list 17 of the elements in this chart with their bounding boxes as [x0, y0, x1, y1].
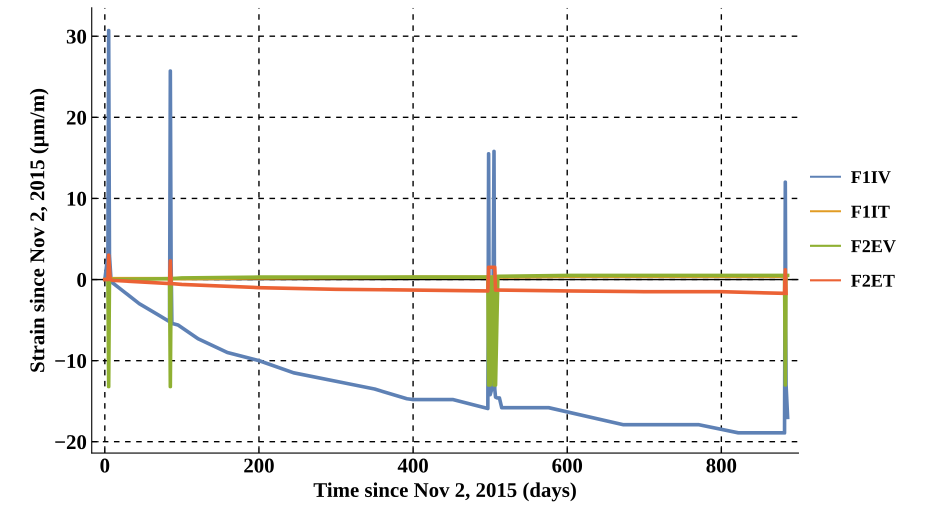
legend-label: F2ET [851, 274, 895, 287]
y-tick-label: 0 [77, 272, 86, 287]
legend-label: F1IT [851, 206, 890, 218]
legend-label: F2EV [851, 240, 896, 252]
y-axis-title: Strain since Nov 2, 2015 (μm/m) [30, 88, 49, 372]
x-axis-title: Time since Nov 2, 2015 (days) [314, 482, 576, 502]
x-tick-label: 800 [706, 458, 736, 473]
y-tick-label: −10 [55, 354, 86, 368]
y-tick-label: 20 [66, 110, 86, 125]
x-tick-label: 0 [100, 458, 110, 473]
y-tick-label: 10 [68, 192, 86, 206]
x-tick-label: 200 [244, 458, 274, 473]
legend-label: F1IV [851, 171, 891, 184]
y-tick-label: −20 [55, 435, 86, 450]
x-tick-label: 400 [398, 458, 428, 473]
x-tick-label: 600 [552, 458, 582, 473]
y-tick-label: 30 [66, 30, 86, 44]
